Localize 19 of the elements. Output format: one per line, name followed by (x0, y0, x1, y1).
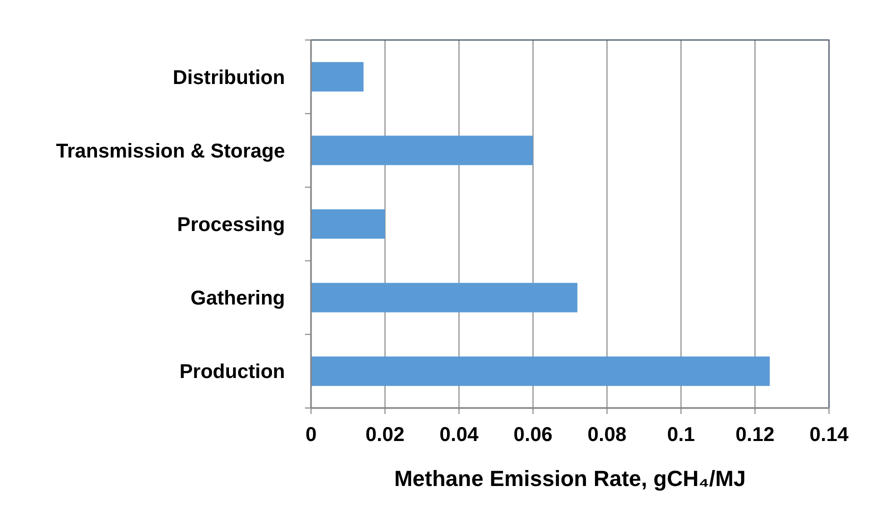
y-tick-label: Transmission & Storage (56, 140, 285, 162)
x-axis-title: Methane Emission Rate, gCH₄/MJ (394, 466, 746, 491)
y-tick-label: Production (179, 361, 285, 384)
bar (311, 136, 533, 166)
x-tick-label: 0.02 (366, 424, 404, 446)
x-tick-label: 0.06 (514, 424, 552, 446)
y-tick-label: Gathering (190, 288, 285, 310)
bar (311, 209, 385, 239)
x-tick-label: 0.12 (736, 424, 774, 446)
x-tick-label: 0.04 (440, 424, 480, 446)
y-tick-label: Distribution (172, 66, 285, 89)
y-tick-label: Processing (177, 214, 285, 236)
x-tick-label: 0.14 (810, 424, 850, 446)
x-tick-label: 0.1 (667, 424, 695, 446)
bar (311, 62, 364, 92)
x-tick-label: 0 (305, 424, 317, 446)
bar (311, 282, 578, 312)
x-tick-label: 0.08 (588, 424, 626, 446)
bar (311, 356, 770, 386)
